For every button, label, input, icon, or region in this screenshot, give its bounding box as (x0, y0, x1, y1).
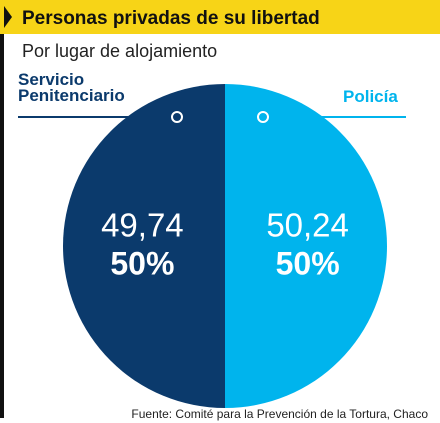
legend-label: Servicio Penitenciario (18, 70, 125, 105)
percent-label: 50% (276, 245, 340, 281)
percent-label: 50% (110, 245, 174, 281)
chart-subtitle: Por lugar de alojamiento (22, 41, 217, 61)
pie-slice (63, 84, 225, 408)
left-border (0, 34, 4, 418)
leader-dot (171, 111, 183, 123)
header-bar (0, 0, 440, 34)
source: Fuente: Comité para la Prevención de la … (131, 407, 428, 421)
chart-title: Personas privadas de su libertad (22, 8, 320, 29)
value-label: 49,74 (101, 207, 184, 244)
legend-label: Policía (343, 87, 398, 106)
value-label: 50,24 (266, 207, 349, 244)
header-arrow (4, 6, 12, 28)
leader-dot (257, 111, 269, 123)
pie-slice (225, 84, 387, 408)
